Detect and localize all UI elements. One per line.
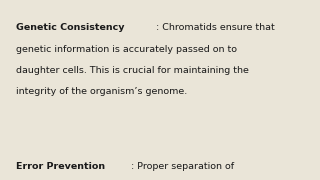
Text: integrity of the organism’s genome.: integrity of the organism’s genome. (16, 87, 187, 96)
Text: : Proper separation of: : Proper separation of (131, 162, 234, 171)
Text: daughter cells. This is crucial for maintaining the: daughter cells. This is crucial for main… (16, 66, 249, 75)
Text: Error Prevention: Error Prevention (16, 162, 105, 171)
Text: genetic information is accurately passed on to: genetic information is accurately passed… (16, 45, 237, 54)
Text: Genetic Consistency: Genetic Consistency (16, 23, 124, 32)
Text: : Chromatids ensure that: : Chromatids ensure that (156, 23, 275, 32)
